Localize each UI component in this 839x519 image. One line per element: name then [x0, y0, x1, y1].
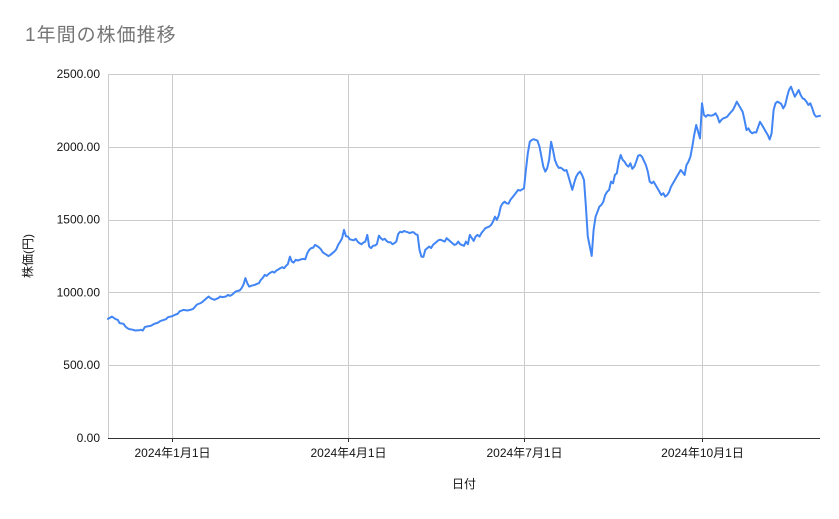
- y-tick-label: 1500.00: [57, 213, 101, 227]
- x-tick-label: 2024年4月1日: [310, 446, 386, 460]
- y-tick-label: 0.00: [77, 431, 101, 445]
- y-tick-label: 1000.00: [57, 285, 101, 299]
- x-tick-label: 2024年1月1日: [134, 446, 210, 460]
- axis-labels-layer: 0.00 500.00 1000.00 1500.00 2000.00 2500.00 20…: [20, 67, 744, 491]
- y-tick-label: 2500.00: [57, 67, 101, 81]
- series-layer: [107, 85, 821, 332]
- x-axis-title: 日付: [452, 477, 476, 491]
- grid-layer: [108, 74, 820, 442]
- price-line: [107, 85, 821, 332]
- y-tick-label: 2000.00: [57, 140, 101, 154]
- x-tick-label: 2024年10月1日: [661, 446, 744, 460]
- chart-title: 1年間の株価推移: [25, 25, 177, 46]
- x-tick-label: 2024年7月1日: [486, 446, 562, 460]
- y-tick-label: 500.00: [63, 358, 100, 372]
- y-axis-title: 株価(円): [20, 234, 35, 278]
